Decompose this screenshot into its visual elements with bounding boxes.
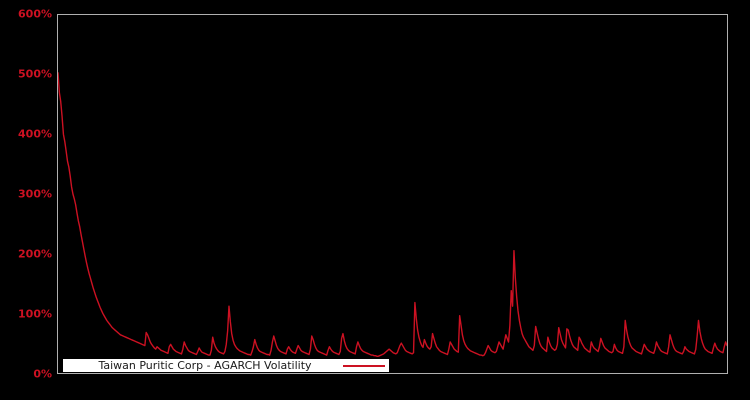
volatility-line-series [58,72,727,357]
plot-area [57,14,728,374]
legend-label: Taiwan Puritic Corp - AGARCH Volatility [98,359,312,372]
y-axis-tick-label: 0% [33,367,52,381]
y-axis-tick-label: 600% [18,7,52,21]
y-axis-tick-label: 200% [18,247,52,261]
y-axis-labels: 0% 100% 200% 300% 400% 500% 600% [0,0,52,400]
y-axis-tick-label: 300% [18,187,52,201]
y-axis-tick-label: 100% [18,307,52,321]
chart-legend: Taiwan Puritic Corp - AGARCH Volatility [62,358,390,373]
y-axis-tick-label: 400% [18,127,52,141]
y-axis-tick-label: 500% [18,67,52,81]
legend-line-sample [343,360,385,371]
